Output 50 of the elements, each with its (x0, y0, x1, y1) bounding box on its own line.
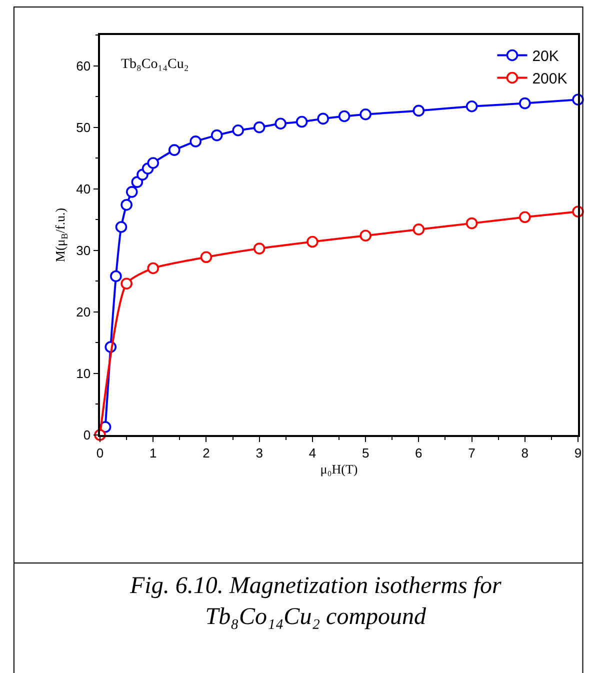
x-axis-title: μ₀H(T) (320, 461, 358, 476)
y-tick-label: 40 (76, 181, 91, 196)
y-tick-label: 20 (76, 304, 91, 320)
x-tick-label: 2 (202, 445, 210, 460)
x-tick-label: 6 (415, 445, 422, 460)
point (120, 198, 132, 211)
point (274, 118, 286, 130)
y-tick-label: 50 (76, 120, 91, 135)
x-tick-label: 4 (308, 445, 316, 460)
point (518, 97, 531, 110)
point (317, 112, 329, 125)
point (147, 262, 160, 274)
point (360, 230, 372, 242)
point (126, 186, 138, 198)
y-tick-label: 10 (76, 366, 91, 382)
point (306, 236, 318, 248)
point (200, 251, 212, 264)
point (466, 217, 478, 230)
point (253, 242, 266, 254)
point (412, 104, 425, 117)
point (131, 176, 144, 188)
point (120, 278, 132, 290)
point (190, 136, 202, 148)
annotation: Tb₈Co₁₄Cu₂ (121, 57, 189, 72)
x-tick-label: 3 (256, 445, 263, 460)
point (210, 129, 223, 142)
point (360, 108, 372, 120)
point (412, 224, 425, 236)
point (110, 270, 122, 282)
x-tick-label: 8 (521, 445, 529, 460)
x-tick-label: 1 (149, 445, 157, 460)
y-tick-label: 60 (76, 58, 91, 74)
point (168, 144, 180, 156)
x-tick-label: 0 (96, 445, 104, 460)
point (232, 124, 244, 136)
x-tick-label: 9 (574, 445, 582, 460)
x-tick-label: 7 (468, 445, 476, 460)
point (115, 221, 128, 233)
legend-label: 200K (532, 70, 568, 88)
point (296, 116, 308, 128)
y-tick-label: 30 (76, 242, 91, 258)
point (147, 157, 160, 169)
point (338, 110, 350, 122)
point (518, 211, 531, 224)
x-tick-label: 5 (362, 445, 370, 460)
point (253, 121, 266, 134)
legend-label: 20K (532, 48, 559, 66)
point (466, 100, 478, 112)
y-tick-label: 0 (83, 428, 91, 443)
caption: Fig. 6.10. Magnetization isotherms for Tb₈Co₁₄Cu₂ compound (129, 573, 502, 630)
